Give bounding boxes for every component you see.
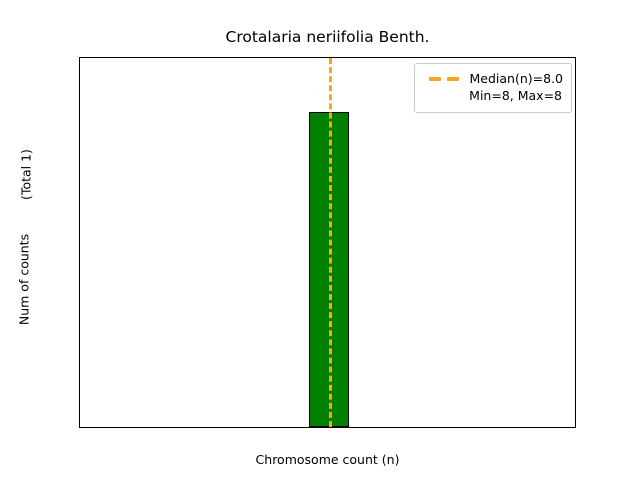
plot-area: 0 1 8 Median(n)=8.0 Min=8, Max=8 <box>79 57 576 428</box>
dashed-line-icon <box>428 73 461 85</box>
legend-entry-median: Median(n)=8.0 <box>423 71 563 88</box>
y-tick-1-mark <box>79 149 80 150</box>
chart-legend: Median(n)=8.0 Min=8, Max=8 <box>414 63 572 113</box>
legend-entry-minmax: Min=8, Max=8 <box>423 88 563 105</box>
x-tick-8-mark <box>328 427 329 428</box>
chart-title: Crotalaria neriifolia Benth. <box>225 28 430 46</box>
x-axis-label: Chromosome count (n) <box>255 452 400 467</box>
legend-minmax-label: Min=8, Max=8 <box>469 87 562 103</box>
x-tick-8: 8 <box>325 427 332 428</box>
y-axis-label-group: Num of counts (Total 1) <box>0 57 48 428</box>
legend-median-label: Median(n)=8.0 <box>469 71 564 86</box>
y-axis-total-label: (Total 1) <box>18 149 34 200</box>
median-line <box>329 58 332 427</box>
y-tick-1: 1 <box>79 143 80 157</box>
